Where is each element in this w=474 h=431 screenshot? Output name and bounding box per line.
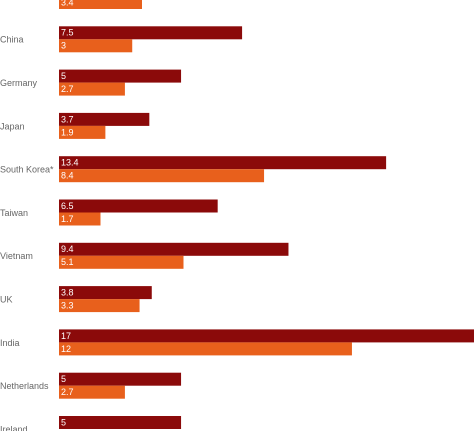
bar [59, 286, 152, 300]
category-label: Japan [0, 121, 25, 131]
category-label: Vietnam [0, 251, 33, 261]
value-label: 5 [61, 374, 66, 384]
value-label: 2.7 [61, 84, 74, 94]
bar [59, 156, 387, 170]
bar [59, 39, 133, 53]
value-label: 8.4 [61, 171, 74, 181]
bar [59, 112, 150, 126]
value-label: 1.7 [61, 214, 74, 224]
bar [59, 255, 184, 269]
bar [59, 125, 106, 139]
bar [59, 242, 289, 256]
category-label: South Korea* [0, 165, 54, 175]
bar [59, 169, 265, 183]
category-label: UK [0, 294, 13, 304]
bar [59, 26, 243, 40]
bar [59, 82, 125, 96]
bar [59, 416, 182, 429]
value-label: 3.3 [61, 300, 74, 310]
value-label: 12 [61, 344, 71, 354]
category-label: Ireland [0, 424, 28, 431]
bar [59, 212, 101, 226]
value-label: 3.7 [61, 114, 74, 124]
value-label: 5.1 [61, 257, 74, 267]
bar [59, 199, 218, 213]
category-label: China [0, 35, 24, 45]
value-label: 2.7 [61, 387, 74, 397]
category-label: Taiwan [0, 208, 28, 218]
value-label: 6.5 [61, 201, 74, 211]
bar [59, 372, 182, 386]
value-label: 3.8 [61, 287, 74, 297]
value-label: 13.4 [61, 158, 79, 168]
category-label: Netherlands [0, 381, 49, 391]
bar [59, 329, 474, 343]
bar [59, 69, 182, 83]
value-label: 3 [61, 41, 66, 51]
bar [59, 385, 125, 399]
value-label: 17 [61, 331, 71, 341]
value-label: 5 [61, 71, 66, 81]
category-label: India [0, 338, 20, 348]
value-label: 5 [61, 417, 66, 427]
bar [59, 342, 352, 356]
value-label: 1.9 [61, 127, 74, 137]
value-label: 3.4 [61, 0, 74, 7]
category-label: Germany [0, 78, 38, 88]
bar [59, 299, 140, 313]
value-label: 7.5 [61, 28, 74, 38]
bar [59, 0, 142, 9]
value-label: 9.4 [61, 244, 74, 254]
